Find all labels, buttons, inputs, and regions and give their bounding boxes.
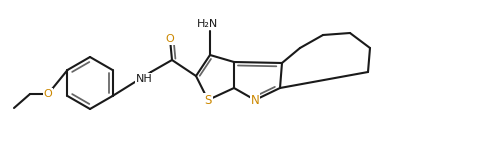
Text: N: N xyxy=(250,93,260,107)
Text: H₂N: H₂N xyxy=(198,19,219,29)
Text: O: O xyxy=(44,89,52,99)
Text: O: O xyxy=(166,34,174,44)
Text: NH: NH xyxy=(136,74,153,84)
Text: S: S xyxy=(204,93,212,107)
